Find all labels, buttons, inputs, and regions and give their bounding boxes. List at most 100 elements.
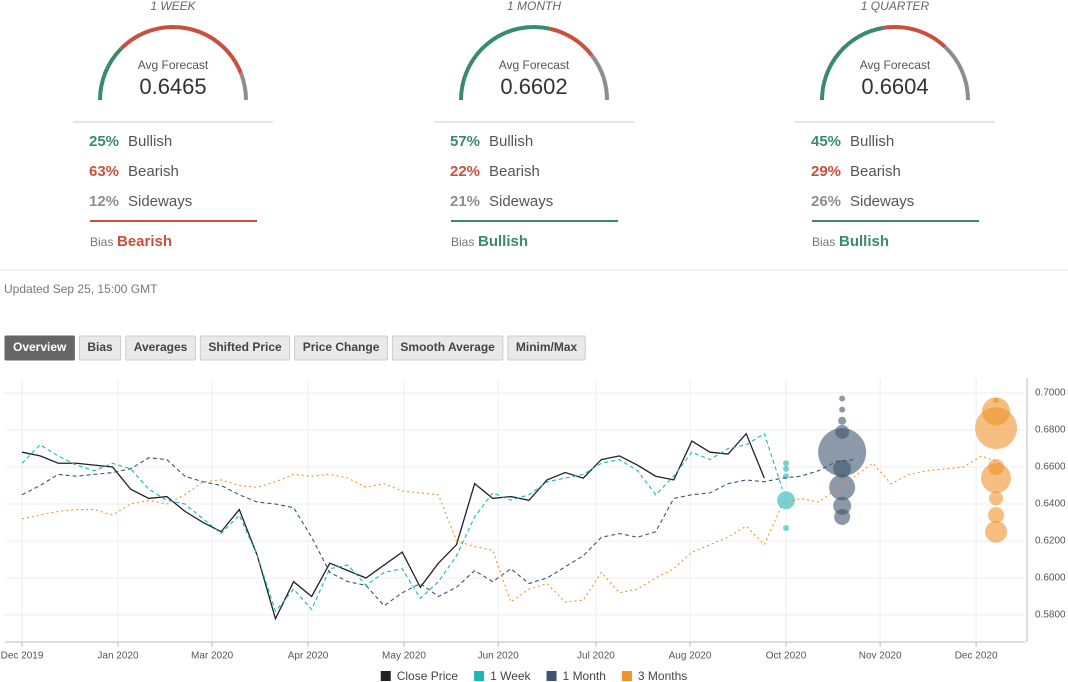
percent: 25% — [89, 133, 119, 150]
gauge-arc — [459, 25, 551, 101]
tab-label: Bias — [87, 340, 113, 354]
legend-label: 1 Week — [490, 669, 531, 682]
bubble — [989, 491, 1004, 506]
bias-label: Bias — [451, 235, 474, 249]
percent: 21% — [450, 193, 480, 210]
bubble — [783, 460, 790, 467]
percent: 22% — [450, 163, 480, 180]
percent: 12% — [89, 193, 119, 210]
x-tick-label: Apr 2020 — [288, 651, 329, 662]
tab-label: Shifted Price — [208, 340, 282, 354]
tab[interactable]: Smooth Average — [391, 335, 504, 361]
gauge-arc — [238, 72, 248, 101]
legend-swatch — [546, 671, 557, 681]
y-tick-label: 0.6400 — [1035, 499, 1066, 510]
bubble — [988, 507, 1005, 524]
series-line — [21, 455, 1000, 603]
avg-value: 0.6465 — [139, 74, 206, 99]
tab-label: Overview — [13, 340, 67, 354]
y-tick-label: 0.6800 — [1035, 425, 1066, 436]
bubble — [975, 407, 1018, 450]
avg-value: 0.6604 — [861, 74, 928, 99]
x-tick-label: May 2020 — [382, 651, 426, 662]
x-tick-label: Dec 2019 — [1, 651, 44, 662]
x-tick-label: Dec 2020 — [955, 651, 998, 662]
bubble — [834, 508, 851, 525]
series-line — [21, 432, 783, 613]
bubble — [783, 525, 790, 532]
avg-value: 0.6602 — [500, 74, 567, 99]
x-tick-label: Jun 2020 — [478, 651, 520, 662]
percent-label: Sideways — [850, 193, 914, 210]
bubble — [839, 395, 846, 402]
gauge-arc — [119, 25, 243, 74]
percent-label: Sideways — [128, 193, 192, 210]
bubble — [838, 416, 847, 425]
percent-label: Bearish — [850, 163, 901, 180]
percent-label: Bearish — [489, 163, 540, 180]
legend: Close Price 1 Week 1 Month 3 Months — [380, 669, 687, 682]
bias-label: Bias — [812, 235, 835, 249]
tab-bg — [199, 335, 291, 361]
percent: 26% — [811, 193, 841, 210]
tab[interactable]: Shifted Price — [199, 335, 291, 361]
x-tick-label: Aug 2020 — [669, 651, 712, 662]
x-tick-label: Jan 2020 — [97, 651, 139, 662]
bubble — [829, 474, 856, 501]
gauge-arc — [590, 54, 609, 101]
bubble — [985, 520, 1008, 543]
bubble — [981, 463, 1012, 494]
bubble — [777, 491, 796, 510]
percent: 57% — [450, 133, 480, 150]
percent-label: Bullish — [850, 133, 894, 150]
gauge-period: 1 WEEK — [150, 0, 196, 13]
bias-label: Bias — [90, 235, 113, 249]
gauge-period: 1 MONTH — [507, 0, 561, 13]
percent: 29% — [811, 163, 841, 180]
tab-bg — [391, 335, 504, 361]
tab-bg — [294, 335, 388, 361]
gauge-arc — [820, 25, 884, 101]
tab-label: Smooth Average — [400, 340, 495, 354]
legend-label: Close Price — [397, 669, 459, 682]
legend-swatch — [474, 671, 485, 681]
series-line — [21, 432, 765, 621]
tab[interactable]: Bias — [78, 335, 122, 361]
gauge-arc — [883, 25, 947, 49]
tab[interactable]: Averages — [125, 335, 196, 361]
tab[interactable]: Minim/Max — [507, 335, 586, 361]
tab[interactable]: Overview — [4, 335, 75, 361]
percent-label: Bullish — [128, 133, 172, 150]
percent-label: Sideways — [489, 193, 553, 210]
tab-label: Price Change — [303, 340, 380, 354]
y-tick-label: 0.6000 — [1035, 573, 1066, 584]
bias-value: Bullish — [478, 233, 528, 250]
percent: 45% — [811, 133, 841, 150]
gauge-arc — [549, 26, 594, 57]
series-line — [21, 457, 855, 607]
gauge-arc — [943, 45, 970, 101]
y-tick-label: 0.6200 — [1035, 536, 1066, 547]
y-tick-label: 0.7000 — [1035, 388, 1066, 399]
tab-bg — [125, 335, 196, 361]
y-tick-label: 0.6600 — [1035, 462, 1066, 473]
bubble — [833, 459, 852, 478]
bubble — [783, 465, 790, 472]
x-tick-label: Jul 2020 — [577, 651, 615, 662]
updated-text: Updated Sep 25, 15:00 GMT — [4, 282, 158, 296]
avg-label: Avg Forecast — [499, 58, 570, 72]
bias-value: Bullish — [839, 233, 889, 250]
tab[interactable]: Price Change — [294, 335, 388, 361]
percent-label: Bullish — [489, 133, 533, 150]
tab-bg — [78, 335, 122, 361]
tab-bg — [4, 335, 75, 361]
legend-swatch — [380, 671, 391, 681]
avg-label: Avg Forecast — [138, 58, 209, 72]
percent-label: Bearish — [128, 163, 179, 180]
bubble — [818, 428, 867, 477]
bubble — [839, 406, 846, 413]
x-tick-label: Nov 2020 — [859, 651, 902, 662]
gauge-arc — [98, 46, 123, 101]
gauge-period: 1 QUARTER — [861, 0, 930, 13]
